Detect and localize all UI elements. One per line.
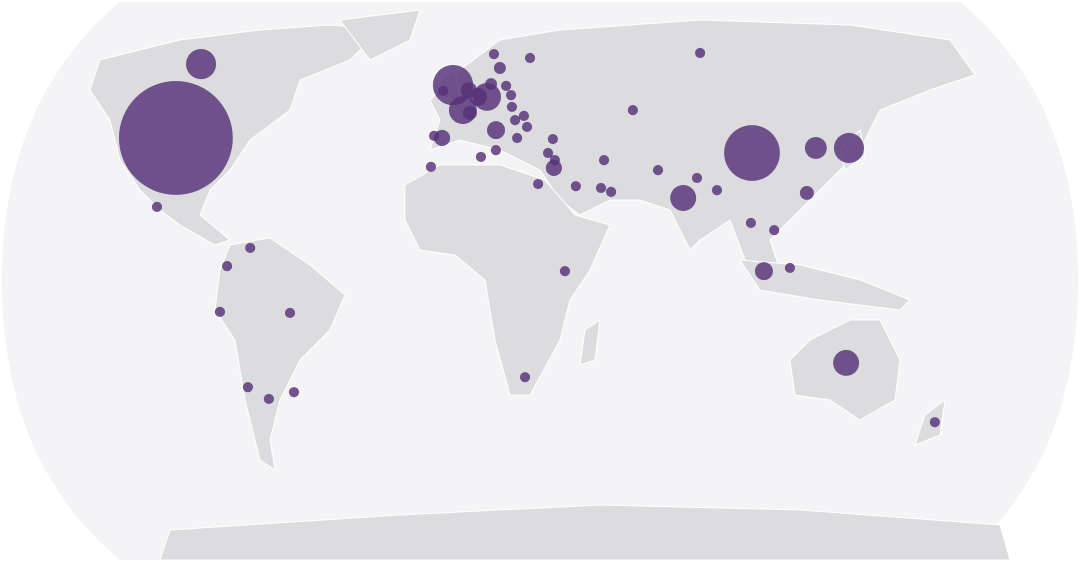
bubble bbox=[524, 52, 536, 64]
bubble bbox=[711, 185, 723, 196]
bubble bbox=[185, 49, 217, 80]
bubble bbox=[245, 242, 256, 254]
bubble bbox=[769, 224, 780, 236]
bubble bbox=[485, 78, 498, 91]
bubble bbox=[595, 182, 607, 194]
bubble bbox=[784, 262, 796, 274]
bubble bbox=[488, 48, 500, 60]
bubbles bbox=[118, 47, 940, 428]
bubble bbox=[545, 159, 562, 177]
bubble bbox=[118, 81, 233, 195]
eurasia bbox=[429, 19, 976, 271]
bubble bbox=[509, 115, 521, 126]
bubble bbox=[598, 155, 610, 166]
greenland bbox=[339, 9, 421, 61]
bubble bbox=[652, 165, 664, 176]
south-america bbox=[214, 237, 346, 472]
bubble bbox=[724, 125, 780, 181]
madagascar bbox=[579, 318, 601, 366]
bubble bbox=[833, 132, 865, 164]
bubble bbox=[490, 145, 501, 156]
indonesia bbox=[739, 259, 911, 311]
bubble bbox=[804, 137, 827, 159]
africa bbox=[404, 164, 611, 396]
antarctica bbox=[159, 504, 1011, 561]
bubble bbox=[214, 306, 226, 317]
bubble bbox=[670, 184, 697, 211]
bubble bbox=[745, 217, 757, 229]
bubble bbox=[493, 62, 506, 74]
bubble bbox=[460, 82, 477, 99]
bubble bbox=[695, 47, 706, 59]
bubble bbox=[519, 372, 531, 383]
bubble bbox=[559, 266, 571, 277]
bubble bbox=[542, 147, 554, 159]
bubble bbox=[518, 110, 530, 121]
bubble bbox=[222, 261, 233, 272]
bubble bbox=[501, 80, 512, 91]
bubble bbox=[547, 133, 559, 145]
bubble bbox=[570, 181, 581, 192]
bubble bbox=[475, 151, 487, 162]
bubble bbox=[425, 161, 437, 172]
bubble bbox=[799, 185, 814, 200]
bubble bbox=[512, 132, 523, 144]
bubble bbox=[284, 307, 296, 319]
bubble bbox=[151, 201, 163, 212]
bubble bbox=[929, 417, 940, 428]
bubble bbox=[505, 90, 517, 101]
bubble bbox=[486, 121, 505, 140]
bubble bbox=[263, 393, 274, 405]
bubble bbox=[533, 178, 544, 190]
bubble bbox=[428, 130, 440, 141]
bubble bbox=[754, 262, 773, 281]
bubble bbox=[521, 121, 533, 133]
bubble bbox=[288, 387, 300, 398]
bubble bbox=[605, 186, 617, 197]
bubble bbox=[242, 382, 253, 393]
bubble bbox=[627, 105, 638, 116]
bubble bbox=[437, 85, 449, 96]
bubble bbox=[462, 106, 477, 120]
bubble bbox=[691, 172, 703, 184]
bubble bbox=[506, 101, 518, 113]
bubble bbox=[833, 349, 860, 376]
